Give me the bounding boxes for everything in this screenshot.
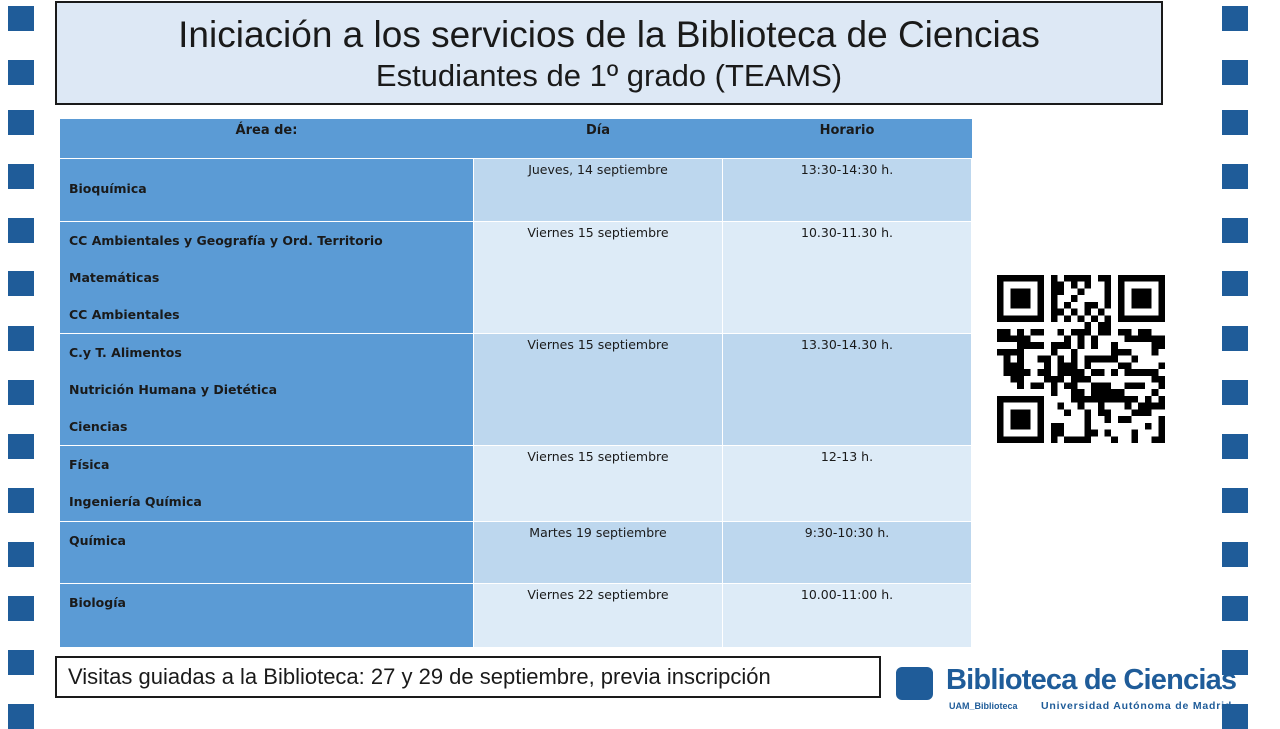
area-name: Bioquímica xyxy=(69,180,147,196)
horario-cell: 12-13 h. xyxy=(722,444,972,522)
area-name: Biología xyxy=(69,594,126,610)
area-name: Química xyxy=(69,532,126,548)
dia-cell: Viernes 15 septiembre xyxy=(473,332,723,446)
qr-code-icon[interactable] xyxy=(997,275,1165,443)
dia-cell: Jueves, 14 septiembre xyxy=(473,157,723,222)
horario-cell: 13.30-14.30 h. xyxy=(722,332,972,446)
logo-name: Biblioteca de Ciencias xyxy=(946,664,1237,696)
area-name: Ingeniería Química xyxy=(69,493,202,509)
horario-cell: 13:30-14:30 h. xyxy=(722,157,972,222)
area-cell: Biología xyxy=(59,582,474,648)
visits-note: Visitas guiadas a la Biblioteca: 27 y 29… xyxy=(55,656,881,698)
area-name: C.y T. Alimentos xyxy=(69,344,182,360)
area-cell: C.y T. Alimentos Nutrición Humana y Diet… xyxy=(59,332,474,446)
area-cell: Bioquímica xyxy=(59,157,474,222)
horario-cell: 9:30-10:30 h. xyxy=(722,520,972,584)
left-decor-squares xyxy=(8,0,34,729)
area-cell: Física Ingeniería Química xyxy=(59,444,474,522)
schedule-table: Área de: Día Horario Bioquímica Jueves, … xyxy=(59,119,972,648)
table-row: Bioquímica Jueves, 14 septiembre 13:30-1… xyxy=(59,157,972,222)
horario-cell: 10.30-11.30 h. xyxy=(722,220,972,334)
area-name: Ciencias xyxy=(69,418,128,434)
header-area: Área de: xyxy=(59,119,474,158)
slide-title: Iniciación a los servicios de la Bibliot… xyxy=(178,14,1040,55)
area-name: CC Ambientales xyxy=(69,306,180,322)
logo-sub-left: UAM_Biblioteca xyxy=(949,701,1018,711)
dia-cell: Viernes 15 septiembre xyxy=(473,220,723,334)
table-row: CC Ambientales y Geografía y Ord. Territ… xyxy=(59,220,972,334)
dia-cell: Viernes 15 septiembre xyxy=(473,444,723,522)
library-logo-icon xyxy=(896,667,933,700)
dia-cell: Viernes 22 septiembre xyxy=(473,582,723,648)
slide-subtitle: Estudiantes de 1º grado (TEAMS) xyxy=(375,58,843,93)
header-dia: Día xyxy=(473,119,723,158)
library-logo: Biblioteca de Ciencias UAM_Biblioteca Un… xyxy=(896,664,1250,716)
area-name: Nutrición Humana y Dietética xyxy=(69,381,278,397)
table-header-row: Área de: Día Horario xyxy=(59,119,972,158)
area-cell: Química xyxy=(59,520,474,584)
table-row: Biología Viernes 22 septiembre 10.00-11:… xyxy=(59,582,972,648)
horario-cell: 10.00-11:00 h. xyxy=(722,582,972,648)
title-box: Iniciación a los servicios de la Bibliot… xyxy=(55,1,1163,105)
area-name: Física xyxy=(69,456,110,472)
table-row: Química Martes 19 septiembre 9:30-10:30 … xyxy=(59,520,972,584)
right-decor-squares xyxy=(1222,0,1248,729)
header-horario: Horario xyxy=(722,119,972,158)
table-row: Física Ingeniería Química Viernes 15 sep… xyxy=(59,444,972,522)
table-row: C.y T. Alimentos Nutrición Humana y Diet… xyxy=(59,332,972,446)
logo-sub-right: Universidad Autónoma de Madrid xyxy=(1041,700,1233,712)
area-name: CC Ambientales y Geografía y Ord. Territ… xyxy=(69,232,383,248)
dia-cell: Martes 19 septiembre xyxy=(473,520,723,584)
area-cell: CC Ambientales y Geografía y Ord. Territ… xyxy=(59,220,474,334)
area-name: Matemáticas xyxy=(69,269,160,285)
